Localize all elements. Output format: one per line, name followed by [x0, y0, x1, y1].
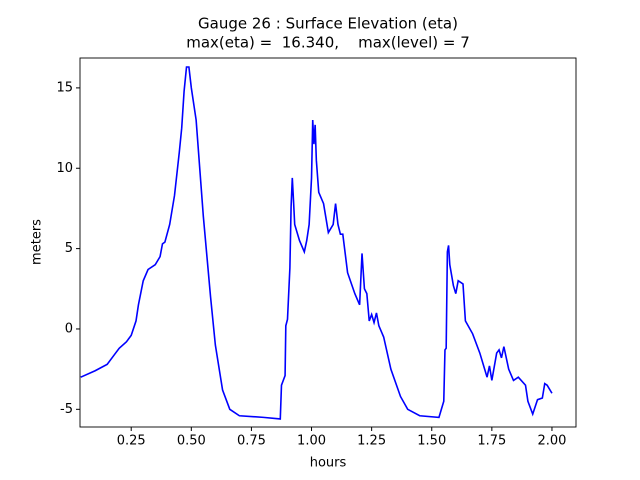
y-tick-label: 15 [56, 80, 73, 95]
y-axis-label: meters [30, 219, 45, 265]
chart-subtitle: max(eta) = 16.340, max(level) = 7 [186, 34, 470, 52]
x-tick-label: 1.75 [477, 434, 506, 449]
chart-title: Gauge 26 : Surface Elevation (eta) [198, 15, 458, 33]
x-tick-label: 1.50 [417, 434, 446, 449]
x-axis-label: hours [310, 456, 347, 471]
y-tick-label: -5 [60, 402, 73, 417]
x-tick-label: 1.00 [297, 434, 326, 449]
x-tick-label: 0.75 [237, 434, 266, 449]
x-tick-label: 0.25 [117, 434, 146, 449]
x-tick-label: 2.00 [537, 434, 566, 449]
plot-frame [79, 57, 577, 428]
y-tick-label: 0 [65, 321, 73, 336]
x-tick-label: 0.50 [177, 434, 206, 449]
data-line [80, 66, 553, 420]
y-tick-label: 10 [56, 161, 73, 176]
x-tick-label: 1.25 [357, 434, 386, 449]
y-tick-label: 5 [65, 241, 73, 256]
